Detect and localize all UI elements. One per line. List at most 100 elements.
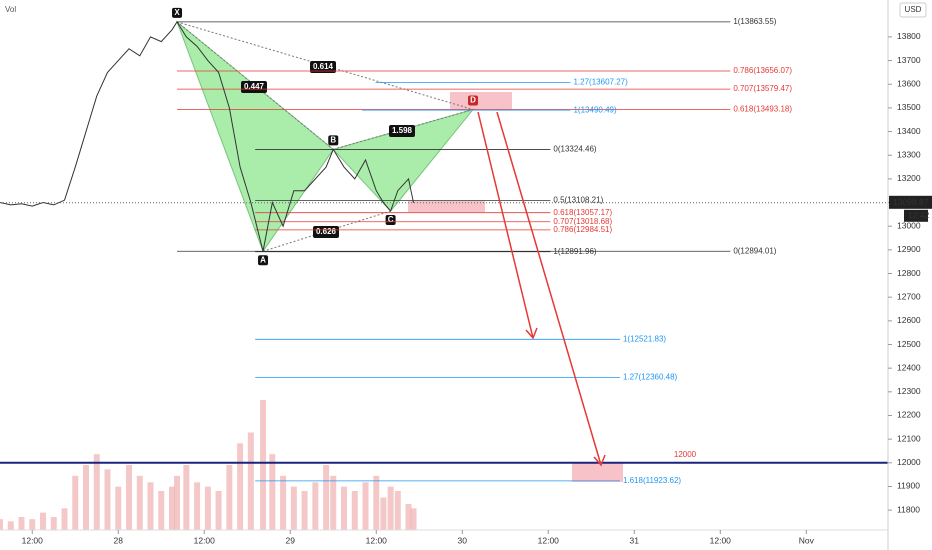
x-tick-label: 12:00 xyxy=(22,535,44,545)
y-tick-label: 13200 xyxy=(897,173,921,183)
volume-bar xyxy=(301,491,308,530)
volume-bar xyxy=(394,491,401,530)
volume-bar xyxy=(215,491,222,530)
time-tag-label: 12:42 xyxy=(908,210,930,220)
volume-bar xyxy=(40,512,47,530)
fib-label: 1(13863.55) xyxy=(733,17,776,26)
point-badge xyxy=(258,255,269,266)
arrow-head xyxy=(525,327,538,340)
y-tick-label: 11800 xyxy=(897,504,920,514)
fib-label: 0.5(13108.21) xyxy=(553,196,603,205)
zone xyxy=(408,201,485,212)
price-tag-label: 13098.87 xyxy=(893,197,929,207)
volume-bar xyxy=(194,482,201,530)
volume-bar xyxy=(405,504,412,530)
x-tick-label: 12:00 xyxy=(538,535,560,545)
y-tick-label: 12600 xyxy=(897,315,921,325)
y-tick-label: 13000 xyxy=(897,220,921,230)
volume-bar xyxy=(380,497,387,530)
point-badge xyxy=(328,135,339,146)
zone xyxy=(450,92,512,110)
volume-bar xyxy=(226,465,233,530)
volume-label: Vol xyxy=(5,5,16,14)
volume-bar xyxy=(72,475,79,530)
volume-bar xyxy=(237,443,244,530)
x-tick-label: 29 xyxy=(286,535,296,545)
fib-label: 1(12891.96) xyxy=(553,247,596,256)
volume-bar xyxy=(7,521,14,530)
volume-bar xyxy=(50,517,57,530)
price-tag xyxy=(889,195,932,209)
point-badge xyxy=(468,95,479,106)
volume-bar xyxy=(410,508,417,530)
arrow xyxy=(496,111,602,466)
y-tick-label: 11900 xyxy=(897,481,920,491)
y-tick-label: 13500 xyxy=(897,102,921,112)
volume-bar xyxy=(61,508,68,530)
y-tick-label: 12300 xyxy=(897,386,921,396)
target-label: 12000 xyxy=(674,450,697,459)
ratio-label: 1.598 xyxy=(392,126,413,135)
volume-bar xyxy=(104,469,111,530)
arrow xyxy=(477,111,534,339)
volume-bar xyxy=(330,475,337,530)
y-tick-label: 12100 xyxy=(897,433,921,443)
volume-bar xyxy=(136,475,143,530)
y-tick-label: 12000 xyxy=(897,457,921,467)
price-axis-bg xyxy=(888,0,932,550)
volume-bar xyxy=(115,486,122,530)
x-tick-label: 12:00 xyxy=(366,535,388,545)
y-tick-label: 12200 xyxy=(897,410,921,420)
volume-bar xyxy=(247,432,254,530)
x-tick-label: 12:00 xyxy=(194,535,216,545)
arrows xyxy=(477,111,606,467)
fib-label: 0.786(12984.51) xyxy=(553,225,612,234)
y-tick-label: 12500 xyxy=(897,339,921,349)
ratio-badge xyxy=(389,125,415,137)
volume-bar xyxy=(147,482,154,530)
volume-bar xyxy=(183,465,190,530)
x-tick-label: Nov xyxy=(799,535,815,545)
y-tick-label: 12800 xyxy=(897,268,921,278)
point-label: D xyxy=(470,96,476,105)
y-tick-label: 13700 xyxy=(897,55,921,65)
volume-bar xyxy=(312,482,319,530)
volume-bar xyxy=(290,486,297,530)
fib-label: 1.27(13607.27) xyxy=(573,78,628,87)
fib-label: 0(12894.01) xyxy=(733,246,776,255)
pattern-diagonal xyxy=(176,21,474,110)
y-tick-label: 12700 xyxy=(897,291,921,301)
volume-bar xyxy=(387,486,394,530)
volume-bar xyxy=(158,491,165,530)
currency-box xyxy=(899,2,927,18)
y-tick-label: 13600 xyxy=(897,78,921,88)
volume-bar xyxy=(126,465,133,530)
ratio-badge xyxy=(241,81,267,93)
volume-bar xyxy=(260,400,267,530)
x-tick-label: 31 xyxy=(630,535,640,545)
fib-label: 0.618(13057.17) xyxy=(553,208,612,217)
point-label: B xyxy=(330,136,336,145)
volume-bar xyxy=(169,486,176,530)
y-tick-label: 12900 xyxy=(897,244,921,254)
ratio-badge xyxy=(313,226,339,238)
fib-label: 0(13324.46) xyxy=(553,145,596,154)
volume-bar xyxy=(269,454,276,530)
fib-label: 0.707(13579.47) xyxy=(733,84,792,93)
zones xyxy=(408,92,623,482)
volume-bar xyxy=(204,486,211,530)
currency: USD xyxy=(905,5,922,14)
levels: 1(13863.55) 0.786(13656.07) 0.707(13579.47… xyxy=(0,17,888,485)
point-badge xyxy=(385,215,396,226)
volume-bar xyxy=(29,519,36,530)
y-tick-label: 13300 xyxy=(897,149,921,159)
volume-pane xyxy=(0,400,417,530)
volume-bar xyxy=(83,465,90,530)
volume-bar xyxy=(373,475,380,530)
ratio-label: 0.447 xyxy=(244,82,265,91)
x-tick-label: 28 xyxy=(114,535,124,545)
